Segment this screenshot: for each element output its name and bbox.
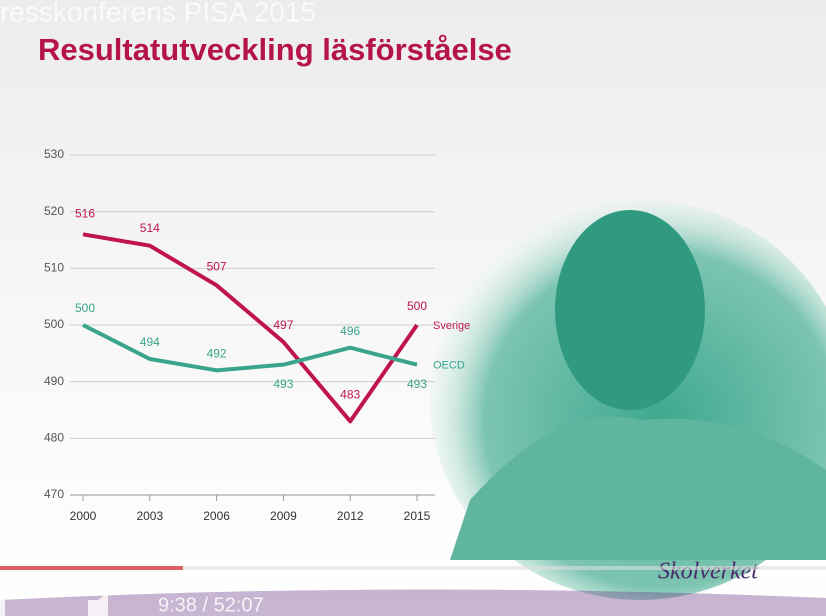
x-tick-label: 2006 <box>203 509 230 523</box>
data-label: 507 <box>207 260 227 274</box>
video-title: resskonferens PISA 2015 <box>0 0 316 27</box>
x-tick-label: 2012 <box>337 509 364 523</box>
series-label: Sverige <box>433 320 470 332</box>
y-tick-label: 470 <box>44 487 64 501</box>
volume-button[interactable] <box>88 592 108 616</box>
data-label: 483 <box>340 388 360 402</box>
data-label: 500 <box>407 299 427 313</box>
y-tick-label: 480 <box>44 431 64 445</box>
logo: Skolverket <box>658 559 759 585</box>
y-tick-label: 500 <box>44 317 64 331</box>
data-label: 494 <box>140 335 160 349</box>
data-label: 500 <box>75 301 95 315</box>
data-label: 497 <box>273 318 293 332</box>
y-tick-label: 510 <box>44 261 64 275</box>
data-label: 493 <box>407 377 427 391</box>
data-label: 516 <box>75 207 95 221</box>
footer-swoosh <box>0 589 826 616</box>
series-label: OECD <box>433 360 465 372</box>
data-label: 492 <box>207 347 227 361</box>
photo-face <box>555 210 705 410</box>
data-label: 496 <box>340 324 360 338</box>
progress-remaining[interactable] <box>183 566 826 570</box>
y-tick-label: 490 <box>44 374 64 388</box>
progress-played[interactable] <box>0 566 183 570</box>
chart-title: Resultatutveckling läsförståelse <box>38 32 512 67</box>
x-tick-label: 2000 <box>70 509 97 523</box>
line <box>82 232 419 424</box>
plot: 470 480 490 500 510 520 530 2000 2003 2006 2009 201… <box>44 147 470 523</box>
data-label: 493 <box>273 377 293 391</box>
pause-button[interactable] <box>0 595 5 616</box>
y-tick-label: 530 <box>44 147 64 161</box>
y-tick-label: 520 <box>44 204 64 218</box>
x-tick-label: 2015 <box>404 509 431 523</box>
line <box>82 323 418 373</box>
data-label: 514 <box>140 221 160 235</box>
video-time: 9:38 / 52:07 <box>158 594 264 616</box>
photo-body <box>450 416 826 560</box>
x-tick-label: 2009 <box>270 509 297 523</box>
x-tick-label: 2003 <box>136 509 163 523</box>
